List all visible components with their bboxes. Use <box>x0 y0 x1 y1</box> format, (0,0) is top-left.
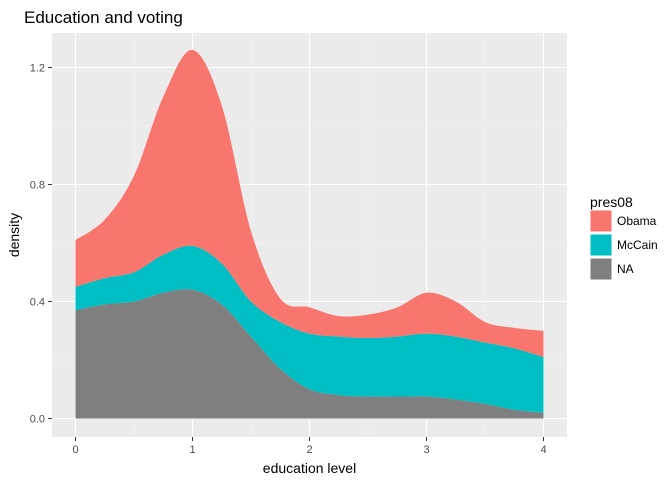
chart-title: Education and voting <box>24 8 183 27</box>
x-tick-label: 1 <box>189 444 195 456</box>
x-tick-label: 4 <box>540 444 546 456</box>
y-tick-label: 0.8 <box>30 180 45 192</box>
x-axis-label: education level <box>263 460 356 476</box>
y-tick-label: 0.0 <box>30 414 45 426</box>
y-axis: 0.0 0.4 0.8 1.2 <box>30 63 52 426</box>
legend-title: pres08 <box>590 194 633 210</box>
y-axis-label: density <box>6 213 22 257</box>
area-obama <box>75 49 544 358</box>
area-mccain <box>75 245 544 413</box>
x-axis: 0 1 2 3 4 <box>72 437 547 456</box>
x-tick-label: 0 <box>72 444 78 456</box>
y-tick-label: 0.4 <box>30 297 45 309</box>
legend-key-obama <box>589 209 613 233</box>
legend-key-na <box>589 257 613 281</box>
legend: pres08 Obama McCain NA <box>589 194 658 281</box>
area-na <box>75 289 544 419</box>
legend-label-mccain: McCain <box>617 238 658 252</box>
legend-key-mccain <box>589 233 613 257</box>
y-tick-label: 1.2 <box>30 63 45 75</box>
area-series <box>75 49 544 419</box>
x-tick-label: 3 <box>423 444 429 456</box>
legend-label-na: NA <box>617 262 634 276</box>
x-tick-label: 2 <box>306 444 312 456</box>
legend-label-obama: Obama <box>617 214 657 228</box>
